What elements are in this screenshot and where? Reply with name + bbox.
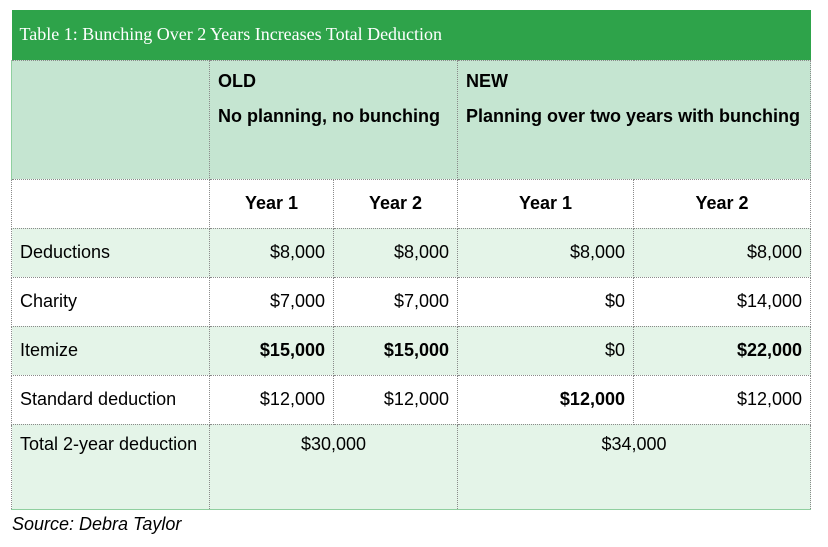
table-cell: $8,000 bbox=[209, 227, 334, 278]
table-cell: $0 bbox=[457, 325, 634, 376]
table-cell: $15,000 bbox=[333, 325, 458, 376]
total-new-value: $34,000 bbox=[456, 423, 812, 510]
row-label: Standard deduction bbox=[11, 374, 210, 425]
table-cell: $12,000 bbox=[457, 374, 634, 425]
table-cell: $14,000 bbox=[632, 276, 812, 327]
table-row: Deductions $8,000 $8,000 $8,000 $8,000 bbox=[11, 227, 812, 278]
total-row: Total 2-year deduction $30,000 $34,000 bbox=[11, 423, 812, 510]
table-cell: $15,000 bbox=[209, 325, 334, 376]
old-group-label: OLD bbox=[218, 70, 256, 91]
year-header-old-2: Year 2 bbox=[333, 178, 458, 229]
deduction-table: Table 1: Bunching Over 2 Years Increases… bbox=[11, 10, 812, 510]
table-cell: $22,000 bbox=[632, 325, 812, 376]
table-title: Table 1: Bunching Over 2 Years Increases… bbox=[11, 10, 811, 60]
total-old-value: $30,000 bbox=[209, 423, 458, 510]
row-label: Charity bbox=[11, 276, 210, 327]
row-label: Deductions bbox=[11, 227, 210, 278]
table-cell: $8,000 bbox=[632, 227, 812, 278]
empty-year-cell bbox=[11, 178, 210, 229]
new-group-label: NEW bbox=[466, 70, 508, 91]
table-row: Charity $7,000 $7,000 $0 $14,000 bbox=[11, 276, 812, 327]
source-caption: Source: Debra Taylor bbox=[12, 514, 182, 534]
group-header-row: OLD No planning, no bunching NEW Plannin… bbox=[11, 59, 812, 180]
year-header-new-2: Year 2 bbox=[632, 178, 812, 229]
old-group-header: OLD No planning, no bunching bbox=[209, 59, 458, 180]
table-cell: $12,000 bbox=[632, 374, 812, 425]
new-group-header: NEW Planning over two years with bunchin… bbox=[456, 59, 812, 180]
year-header-new-1: Year 1 bbox=[457, 178, 634, 229]
year-header-row: Year 1 Year 2 Year 1 Year 2 bbox=[11, 178, 812, 229]
table-cell: $7,000 bbox=[209, 276, 334, 327]
old-group-desc: No planning, no bunching bbox=[218, 105, 440, 126]
year-header-old-1: Year 1 bbox=[209, 178, 334, 229]
table-cell: $8,000 bbox=[333, 227, 458, 278]
table-cell: $8,000 bbox=[457, 227, 634, 278]
table-cell: $0 bbox=[457, 276, 634, 327]
empty-header-cell bbox=[11, 59, 210, 180]
table-cell: $7,000 bbox=[333, 276, 458, 327]
total-label: Total 2-year deduction bbox=[11, 423, 210, 510]
row-label: Itemize bbox=[11, 325, 210, 376]
table-title-row: Table 1: Bunching Over 2 Years Increases… bbox=[11, 10, 811, 60]
table-row: Itemize $15,000 $15,000 $0 $22,000 bbox=[11, 325, 812, 376]
new-group-desc: Planning over two years with bunching bbox=[466, 105, 801, 126]
table-cell: $12,000 bbox=[209, 374, 334, 425]
table-row: Standard deduction $12,000 $12,000 $12,0… bbox=[11, 374, 812, 425]
table-cell: $12,000 bbox=[333, 374, 458, 425]
